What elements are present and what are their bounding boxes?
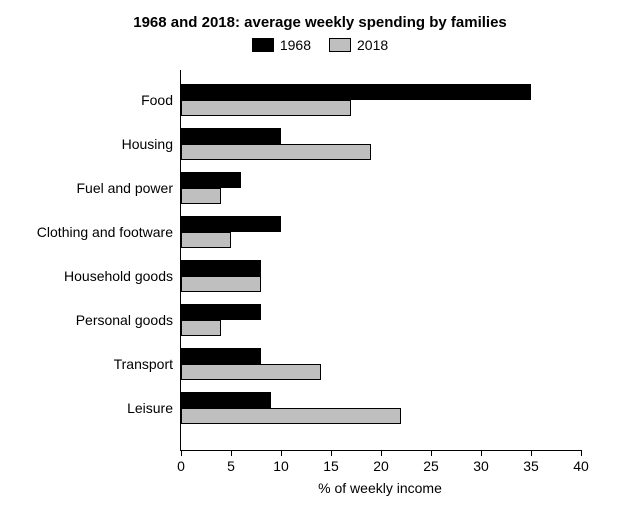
bar-1968 <box>181 304 261 320</box>
bar-2018 <box>181 144 371 160</box>
category-label: Personal goods <box>76 312 181 328</box>
category-group: Food <box>181 84 581 128</box>
x-tick-label: 5 <box>227 450 235 474</box>
category-label: Leisure <box>127 400 181 416</box>
x-tick-label: 20 <box>373 450 389 474</box>
legend-item-1968: 1968 <box>252 37 311 53</box>
legend-item-2018: 2018 <box>329 37 388 53</box>
legend-label-1968: 1968 <box>280 37 311 53</box>
chart-legend: 1968 2018 <box>0 37 640 53</box>
category-label: Housing <box>122 136 181 152</box>
category-group: Fuel and power <box>181 172 581 216</box>
bar-1968 <box>181 260 261 276</box>
x-tick-label: 35 <box>523 450 539 474</box>
bar-1968 <box>181 216 281 232</box>
bar-2018 <box>181 320 221 336</box>
spending-chart: 1968 and 2018: average weekly spending b… <box>0 0 640 517</box>
category-label: Clothing and footware <box>37 224 181 240</box>
bar-1968 <box>181 392 271 408</box>
bar-2018 <box>181 188 221 204</box>
x-tick-label: 0 <box>177 450 185 474</box>
x-tick-label: 40 <box>573 450 589 474</box>
legend-swatch-2018 <box>329 38 351 52</box>
category-group: Housing <box>181 128 581 172</box>
x-tick-label: 10 <box>273 450 289 474</box>
category-label: Food <box>141 92 181 108</box>
bar-1968 <box>181 348 261 364</box>
category-group: Leisure <box>181 392 581 436</box>
x-tick-label: 25 <box>423 450 439 474</box>
chart-title: 1968 and 2018: average weekly spending b… <box>0 0 640 31</box>
x-axis-label: % of weekly income <box>318 480 442 496</box>
x-tick-label: 15 <box>323 450 339 474</box>
bar-2018 <box>181 408 401 424</box>
category-group: Transport <box>181 348 581 392</box>
category-label: Household goods <box>64 268 181 284</box>
bar-1968 <box>181 84 531 100</box>
plot-area: FoodHousingFuel and powerClothing and fo… <box>180 70 581 451</box>
legend-swatch-1968 <box>252 38 274 52</box>
category-group: Personal goods <box>181 304 581 348</box>
category-label: Transport <box>114 356 181 372</box>
bar-1968 <box>181 172 241 188</box>
category-group: Household goods <box>181 260 581 304</box>
bar-1968 <box>181 128 281 144</box>
x-tick-label: 30 <box>473 450 489 474</box>
bar-2018 <box>181 232 231 248</box>
category-label: Fuel and power <box>76 180 181 196</box>
bar-2018 <box>181 100 351 116</box>
category-group: Clothing and footware <box>181 216 581 260</box>
bar-2018 <box>181 276 261 292</box>
bar-2018 <box>181 364 321 380</box>
legend-label-2018: 2018 <box>357 37 388 53</box>
